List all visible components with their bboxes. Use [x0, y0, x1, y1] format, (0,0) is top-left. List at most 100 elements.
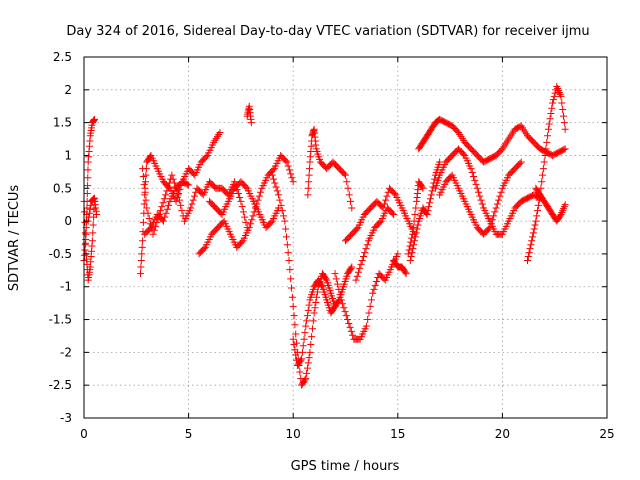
- data-point: [248, 216, 256, 224]
- series-arc-3: [141, 178, 193, 238]
- y-tick-label: 0.5: [53, 181, 72, 195]
- data-point: [304, 359, 312, 367]
- data-point: [139, 172, 147, 180]
- data-point: [304, 306, 312, 314]
- data-point: [139, 237, 147, 245]
- data-point: [177, 201, 185, 209]
- data-point: [411, 211, 419, 219]
- data-point: [163, 187, 171, 195]
- series-arc-2: [139, 165, 251, 238]
- x-tick-label: 5: [185, 427, 193, 441]
- data-point: [271, 179, 279, 187]
- y-tick-label: 1: [64, 148, 72, 162]
- data-point: [497, 188, 505, 196]
- data-point: [524, 253, 532, 261]
- data-point: [289, 335, 297, 343]
- data-point: [419, 184, 427, 192]
- data-point: [353, 272, 361, 280]
- data-point: [283, 233, 291, 241]
- data-point: [467, 165, 475, 173]
- data-point: [89, 221, 97, 229]
- data-point: [267, 218, 275, 226]
- data-point: [472, 180, 480, 188]
- data-point: [303, 317, 311, 325]
- data-point: [401, 268, 409, 276]
- data-point: [353, 225, 361, 233]
- data-point: [287, 170, 295, 178]
- data-point: [488, 216, 496, 224]
- series-arc-7: [268, 171, 356, 389]
- data-point: [539, 171, 547, 179]
- data-point: [413, 225, 421, 233]
- series-arc-11: [342, 184, 419, 245]
- x-axis-title: GPS time / hours: [291, 459, 400, 474]
- data-point: [285, 166, 293, 174]
- data-point: [272, 183, 280, 191]
- data-point: [81, 218, 89, 226]
- data-point: [234, 190, 242, 198]
- data-point: [287, 275, 295, 283]
- data-point: [344, 316, 352, 324]
- data-point: [411, 237, 419, 245]
- data-point: [305, 301, 313, 309]
- data-point: [307, 340, 315, 348]
- data-point: [310, 309, 318, 317]
- data-point: [407, 253, 415, 261]
- chart-title: Day 324 of 2016, Sidereal Day-to-day VTE…: [66, 24, 589, 39]
- x-tick-label: 10: [286, 427, 301, 441]
- data-point: [282, 157, 290, 165]
- data-point: [492, 204, 500, 212]
- data-point: [301, 376, 309, 384]
- series-arc-17: [431, 145, 544, 238]
- data-point: [339, 300, 347, 308]
- data-point: [550, 92, 558, 100]
- data-point: [412, 229, 420, 237]
- data-point: [331, 302, 339, 310]
- series-arc-16: [415, 115, 569, 166]
- data-point: [278, 207, 286, 215]
- data-point: [539, 165, 547, 173]
- x-tick-label: 0: [80, 427, 88, 441]
- data-point: [361, 249, 369, 257]
- data-point: [83, 190, 91, 198]
- data-point: [242, 218, 250, 226]
- data-point: [487, 220, 495, 228]
- data-point: [362, 322, 370, 330]
- series-arc-18: [436, 158, 525, 238]
- data-point: [143, 204, 151, 212]
- data-point: [301, 329, 309, 337]
- data-point: [459, 150, 467, 158]
- data-point: [140, 200, 148, 208]
- data-point: [89, 229, 97, 237]
- data-point: [165, 201, 173, 209]
- data-point: [529, 233, 537, 241]
- data-point: [285, 256, 293, 264]
- data-point: [291, 346, 299, 354]
- data-point: [158, 203, 166, 211]
- data-point: [169, 175, 177, 183]
- data-point: [390, 211, 398, 219]
- axis-ticks: [83, 56, 608, 419]
- data-point: [292, 351, 300, 359]
- data-point: [239, 208, 247, 216]
- data-point: [424, 207, 432, 215]
- data-point: [303, 369, 311, 377]
- y-tick-label: 1.5: [53, 116, 72, 130]
- data-point: [546, 115, 554, 123]
- data-point: [304, 191, 312, 199]
- data-point: [241, 213, 249, 221]
- data-point: [556, 212, 564, 220]
- data-point: [145, 214, 153, 222]
- data-point: [85, 209, 93, 217]
- data-point: [559, 112, 567, 120]
- data-point: [288, 293, 296, 301]
- data-point: [493, 200, 501, 208]
- data-point: [418, 183, 426, 191]
- data-point: [352, 276, 360, 284]
- data-point: [290, 312, 298, 320]
- data-point: [334, 280, 342, 288]
- data-point: [84, 174, 92, 182]
- data-point: [549, 96, 557, 104]
- data-point: [174, 191, 182, 199]
